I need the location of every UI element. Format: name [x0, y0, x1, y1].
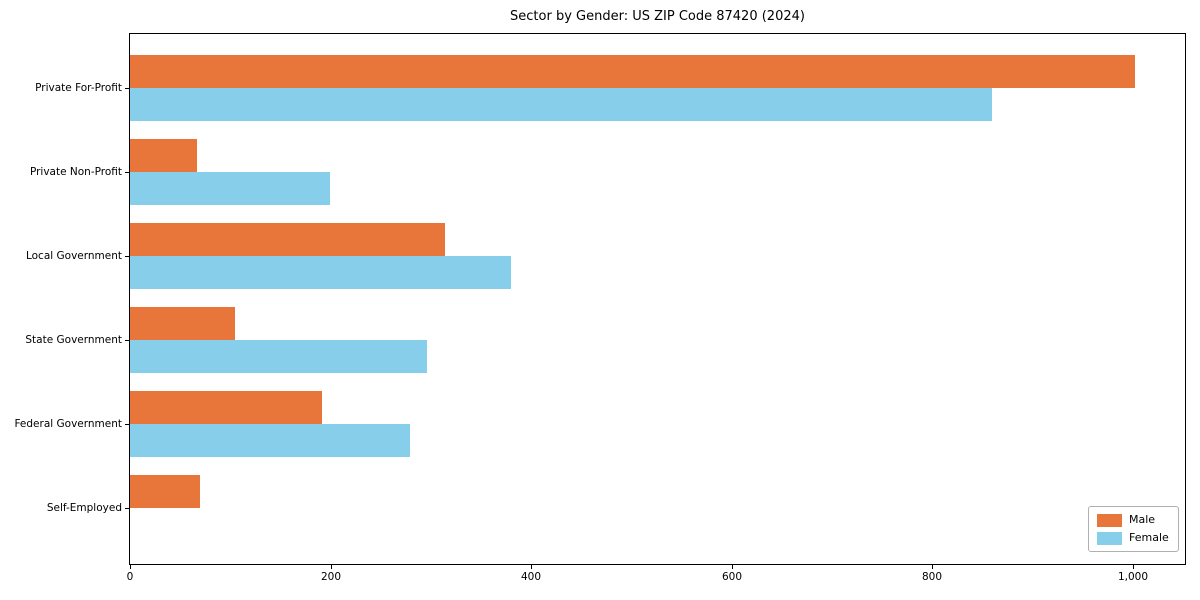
bar-female-private-non-profit: [130, 172, 330, 205]
y-tick-mark: [125, 508, 129, 509]
y-tick-label-private-for-profit: Private For-Profit: [35, 82, 122, 94]
legend-label-female: Female: [1129, 531, 1169, 544]
x-tick-label-800: 800: [921, 571, 943, 583]
x-tick-mark: [1133, 565, 1134, 569]
y-tick-mark: [125, 88, 129, 89]
bar-male-private-for-profit: [130, 55, 1135, 88]
y-tick-label-self-employed: Self-Employed: [46, 502, 122, 514]
legend: Male Female: [1088, 506, 1179, 552]
chart-title: Sector by Gender: US ZIP Code 87420 (202…: [510, 9, 805, 24]
x-tick-label-400: 400: [520, 571, 542, 583]
x-tick-mark: [531, 565, 532, 569]
legend-swatch-male: [1097, 513, 1122, 527]
x-tick-mark: [331, 565, 332, 569]
bar-female-local-government: [130, 256, 511, 289]
y-tick-label-private-non-profit: Private Non-Profit: [29, 166, 122, 178]
bar-female-federal-government: [130, 424, 410, 457]
bar-female-state-government: [130, 340, 427, 373]
x-tick-label-200: 200: [320, 571, 342, 583]
x-tick-mark: [932, 565, 933, 569]
bar-male-federal-government: [130, 391, 322, 424]
y-tick-label-local-government: Local Government: [25, 250, 122, 262]
x-tick-label-0: 0: [126, 571, 134, 583]
y-tick-mark: [125, 424, 129, 425]
x-tick-mark: [130, 565, 131, 569]
x-tick-label-1-000: 1,000: [1117, 571, 1149, 583]
y-tick-mark: [125, 340, 129, 341]
legend-row-male: Male: [1097, 513, 1169, 527]
legend-swatch-female: [1097, 531, 1122, 545]
legend-row-female: Female: [1097, 531, 1169, 545]
y-tick-label-federal-government: Federal Government: [14, 418, 122, 430]
y-tick-mark: [125, 256, 129, 257]
bar-female-private-for-profit: [130, 88, 992, 121]
bar-male-private-non-profit: [130, 139, 197, 172]
x-tick-mark: [732, 565, 733, 569]
plot-area: [129, 33, 1186, 565]
bar-male-local-government: [130, 223, 445, 256]
bar-male-state-government: [130, 307, 235, 340]
bar-male-self-employed: [130, 475, 200, 508]
y-tick-mark: [125, 172, 129, 173]
y-tick-label-state-government: State Government: [25, 334, 122, 346]
legend-label-male: Male: [1129, 513, 1156, 526]
x-tick-label-600: 600: [721, 571, 743, 583]
